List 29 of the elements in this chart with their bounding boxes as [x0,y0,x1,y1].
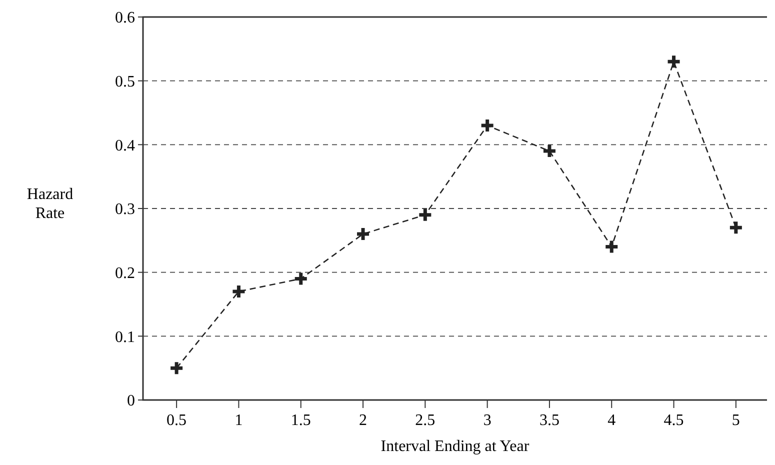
y-tick-label: 0.5 [115,73,135,90]
point [355,226,371,242]
point [480,118,496,134]
x-tick-label: 1 [234,412,243,429]
point [293,270,309,286]
x-tick-label: 1.5 [290,412,311,429]
y-axis-title: Hazard Rate [26,186,74,222]
point [666,54,682,70]
x-tick-label: 3.5 [539,412,560,429]
x-tick-label: 0.5 [166,412,187,429]
point [542,143,558,159]
point [230,284,246,300]
point [728,220,744,236]
y-tick-label: 0 [127,392,135,410]
x-tick-label: 5 [732,412,740,429]
y-tick-label: 0.4 [115,137,135,154]
y-tick-label: 0.2 [115,264,135,282]
x-tick-label: 4.5 [664,412,684,429]
y-tick-label: 0.6 [115,10,135,27]
point [168,360,184,376]
x-tick-label: 4 [608,412,616,429]
point [417,207,433,223]
point [604,239,620,255]
x-tick-label: 3 [483,412,492,429]
y-tick-label: 0.3 [115,201,135,218]
x-tick-label: 2.5 [415,412,436,429]
x-tick-label: 2 [359,412,368,429]
y-tick-label: 0.1 [115,328,135,346]
x-axis-title: Interval Ending at Year [380,438,530,455]
